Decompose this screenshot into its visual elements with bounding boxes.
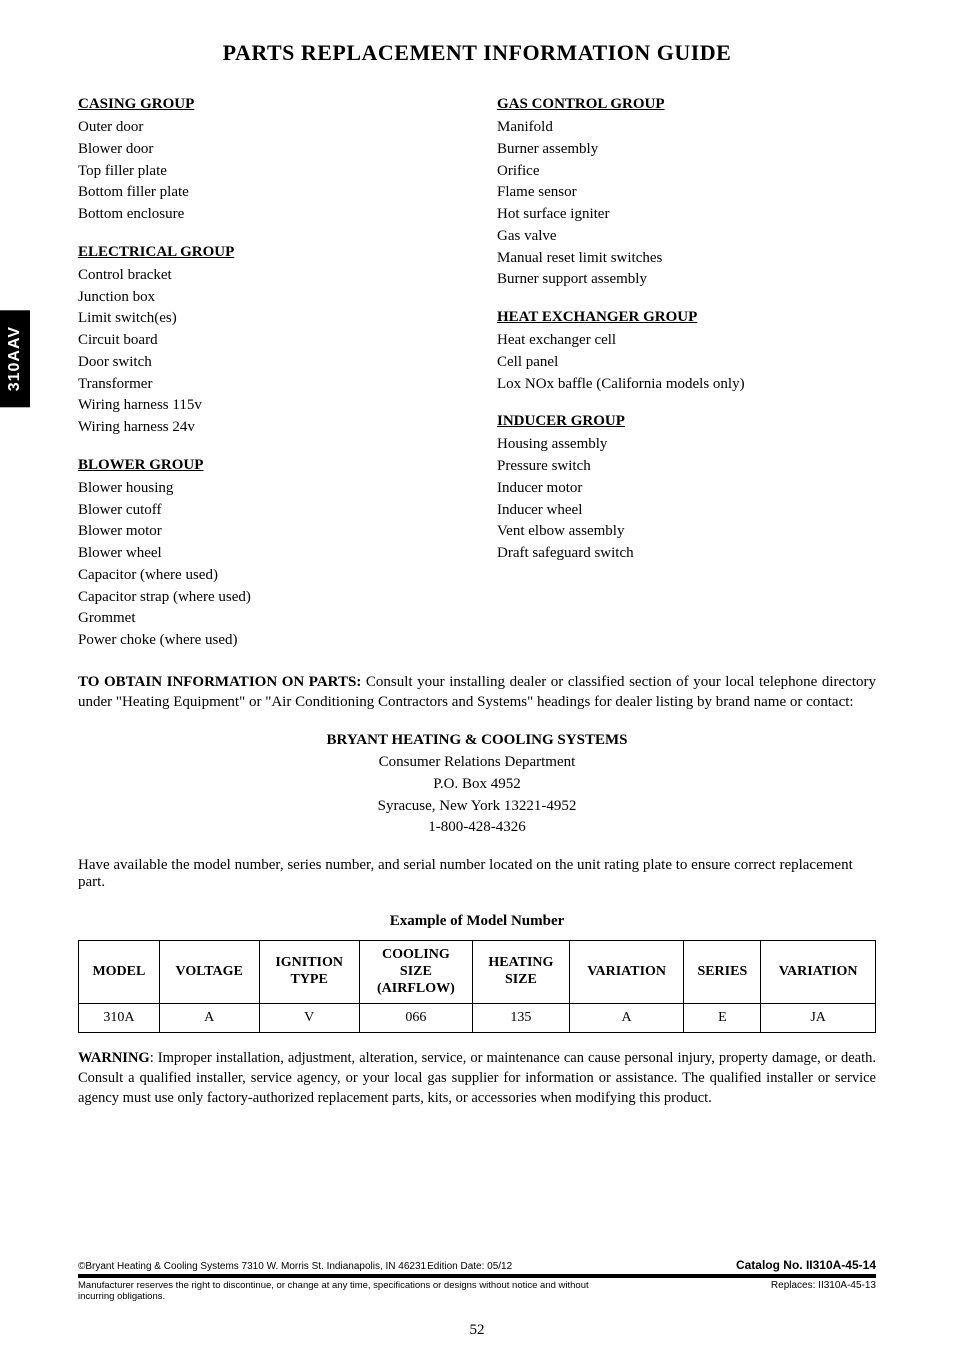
have-text: Have available the model number, series … [78, 857, 876, 891]
table-cell: 310A [79, 1004, 160, 1033]
group-head: BLOWER GROUP [78, 457, 457, 474]
right-column: GAS CONTROL GROUP ManifoldBurner assembly… [497, 96, 876, 652]
table-cell: E [684, 1004, 761, 1033]
group-item: Circuit board [78, 330, 457, 352]
warning-label: WARNING [78, 1050, 150, 1066]
group-item: Inducer wheel [497, 500, 876, 522]
table-header: COOLINGSIZE(AIRFLOW) [359, 941, 472, 1004]
group-item: Outer door [78, 117, 457, 139]
group-item: Limit switch(es) [78, 308, 457, 330]
group-item: Cell panel [497, 352, 876, 374]
group-item: Bottom enclosure [78, 204, 457, 226]
contact-po: P.O. Box 4952 [78, 774, 876, 796]
group-item: Housing assembly [497, 434, 876, 456]
group-head: INDUCER GROUP [497, 413, 876, 430]
contact-dept: Consumer Relations Department [78, 752, 876, 774]
group-item: Wiring harness 24v [78, 417, 457, 439]
group-item: Blower motor [78, 521, 457, 543]
warning-text: : Improper installation, adjustment, alt… [78, 1050, 876, 1105]
table-cell: 066 [359, 1004, 472, 1033]
table-header: VOLTAGE [159, 941, 259, 1004]
group-item: Pressure switch [497, 456, 876, 478]
table-header: MODEL [79, 941, 160, 1004]
page-title: PARTS REPLACEMENT INFORMATION GUIDE [78, 40, 876, 66]
group-item: Burner assembly [497, 139, 876, 161]
group-item: Heat exchanger cell [497, 330, 876, 352]
side-tab: 310AAV [0, 310, 30, 407]
left-column: CASING GROUP Outer doorBlower doorTop fil… [78, 96, 457, 652]
footer-edition: Edition Date: 05/12 [427, 1261, 627, 1272]
group-item: Capacitor strap (where used) [78, 587, 457, 609]
contact-phone: 1-800-428-4326 [78, 817, 876, 839]
table-cell: V [259, 1004, 359, 1033]
table-header: SERIES [684, 941, 761, 1004]
warning-paragraph: WARNING: Improper installation, adjustme… [78, 1049, 876, 1108]
group-item: Draft safeguard switch [497, 543, 876, 565]
table-header: IGNITIONTYPE [259, 941, 359, 1004]
table-cell: A [159, 1004, 259, 1033]
table-header: VARIATION [761, 941, 876, 1004]
group-item: Door switch [78, 352, 457, 374]
group-item: Wiring harness 115v [78, 395, 457, 417]
group-item: Transformer [78, 374, 457, 396]
group-item: Blower cutoff [78, 500, 457, 522]
group-item: Blower housing [78, 478, 457, 500]
group-item: Bottom filler plate [78, 182, 457, 204]
contact-city: Syracuse, New York 13221-4952 [78, 796, 876, 818]
group-item: Blower wheel [78, 543, 457, 565]
group-item: Hot surface igniter [497, 204, 876, 226]
group-head: ELECTRICAL GROUP [78, 244, 457, 261]
footer-disclaimer: Manufacturer reserves the right to disco… [78, 1280, 627, 1302]
group-item: Burner support assembly [497, 269, 876, 291]
group-item: Capacitor (where used) [78, 565, 457, 587]
table-header: VARIATION [569, 941, 684, 1004]
contact-company: BRYANT HEATING & COOLING SYSTEMS [78, 730, 876, 752]
group-item: Control bracket [78, 265, 457, 287]
footer-catalog: Catalog No. II310A-45-14 [627, 1258, 876, 1272]
model-table: MODELVOLTAGEIGNITIONTYPECOOLINGSIZE(AIRF… [78, 940, 876, 1033]
group-item: Grommet [78, 608, 457, 630]
group-item: Manifold [497, 117, 876, 139]
group-item: Top filler plate [78, 161, 457, 183]
example-head: Example of Model Number [78, 913, 876, 930]
group-head: HEAT EXCHANGER GROUP [497, 309, 876, 326]
group-item: Flame sensor [497, 182, 876, 204]
group-item: Blower door [78, 139, 457, 161]
group-item: Power choke (where used) [78, 630, 457, 652]
group-item: Gas valve [497, 226, 876, 248]
group-item: Vent elbow assembly [497, 521, 876, 543]
group-head: CASING GROUP [78, 96, 457, 113]
table-cell: 135 [473, 1004, 570, 1033]
group-item: Lox NOx baffle (California models only) [497, 374, 876, 396]
obtain-label: TO OBTAIN INFORMATION ON PARTS: [78, 674, 361, 690]
group-item: Orifice [497, 161, 876, 183]
footer-copyright: ©Bryant Heating & Cooling Systems 7310 W… [78, 1261, 427, 1272]
group-item: Junction box [78, 287, 457, 309]
footer-replaces: Replaces: II310A-45-13 [627, 1280, 876, 1302]
group-head: GAS CONTROL GROUP [497, 96, 876, 113]
table-cell: A [569, 1004, 684, 1033]
page-number: 52 [78, 1322, 876, 1339]
footer: ©Bryant Heating & Cooling Systems 7310 W… [78, 1258, 876, 1302]
obtain-paragraph: TO OBTAIN INFORMATION ON PARTS: Consult … [78, 672, 876, 713]
group-item: Inducer motor [497, 478, 876, 500]
table-cell: JA [761, 1004, 876, 1033]
table-header: HEATINGSIZE [473, 941, 570, 1004]
columns: CASING GROUP Outer doorBlower doorTop fil… [78, 96, 876, 652]
contact-block: BRYANT HEATING & COOLING SYSTEMS Consume… [78, 730, 876, 839]
group-item: Manual reset limit switches [497, 248, 876, 270]
